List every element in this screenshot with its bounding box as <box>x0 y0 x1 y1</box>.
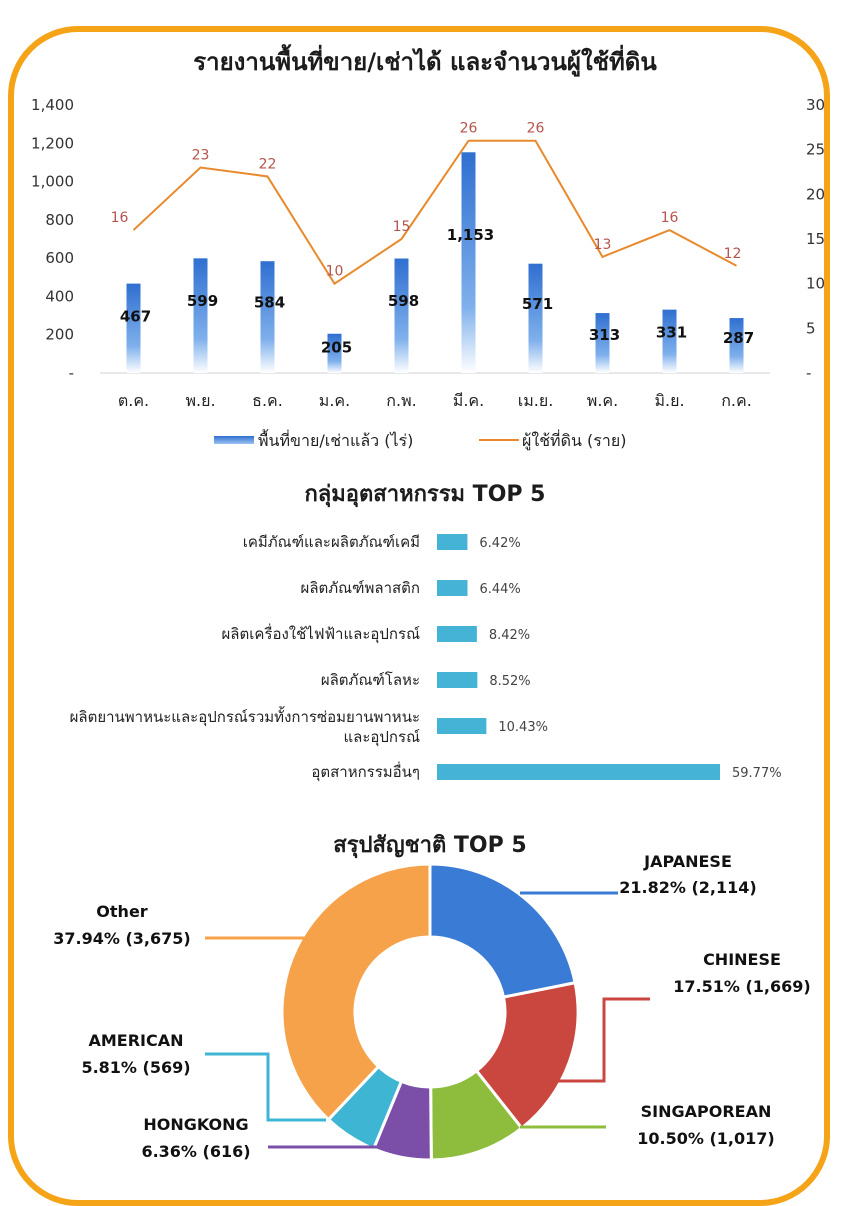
bar <box>394 258 409 373</box>
x-axis-category: ม.ค. <box>319 391 350 410</box>
industry-bar-value: 10.43% <box>498 720 548 735</box>
right-axis-tick: 20 <box>806 185 825 203</box>
industry-bar-value: 6.42% <box>479 536 520 551</box>
slice-name-label: CHINESE <box>703 950 781 969</box>
donut-slice <box>474 980 580 1131</box>
x-axis-category: เม.ย. <box>518 391 554 410</box>
bar <box>595 313 610 373</box>
x-axis-category: ก.พ. <box>386 391 416 410</box>
left-axis-tick: 600 <box>45 249 74 267</box>
slice-value-label: 37.94% (3,675) <box>53 929 190 948</box>
donut-slice <box>280 862 432 1122</box>
industry-chart-title: กลุ่มอุตสาหกรรม TOP 5 <box>304 482 546 507</box>
line-data-label: 26 <box>527 121 545 137</box>
slice-value-label: 21.82% (2,114) <box>619 878 756 897</box>
line-data-label: 13 <box>594 237 612 253</box>
industry-bar <box>437 580 468 596</box>
right-axis-tick: - <box>806 364 811 382</box>
leader-line <box>558 997 650 1083</box>
legend-bar-swatch <box>214 436 254 444</box>
right-axis-tick: 5 <box>806 319 816 337</box>
x-axis-category: ต.ค. <box>118 391 149 410</box>
line-data-label: 22 <box>259 156 277 172</box>
industry-bar <box>437 672 478 688</box>
x-axis-category: พ.ย. <box>185 391 215 410</box>
bar <box>126 283 141 373</box>
bar-data-label: 313 <box>589 326 620 344</box>
industry-category-label: ผลิตเครื่องใช้ไฟฟ้าและอุปกรณ์ <box>222 623 421 644</box>
industry-category-label: อุตสาหกรรมอื่นๆ <box>311 761 420 782</box>
industry-category-label: และอุปกรณ์ <box>343 728 420 747</box>
x-axis-category: ก.ค. <box>721 391 752 410</box>
left-axis-tick: 1,400 <box>31 96 74 114</box>
bar-data-label: 331 <box>656 324 687 342</box>
slice-value-label: 17.51% (1,669) <box>673 977 810 996</box>
right-axis-tick: 10 <box>806 275 825 293</box>
left-axis-tick: 1,000 <box>31 173 74 191</box>
slice-name-label: SINGAPOREAN <box>641 1102 772 1121</box>
industry-bar-value: 6.44% <box>479 582 520 597</box>
bar-data-label: 571 <box>522 295 553 313</box>
bar-data-label: 598 <box>388 292 419 310</box>
slice-value-label: 5.81% (569) <box>81 1058 190 1077</box>
bar-data-label: 467 <box>120 308 151 326</box>
industry-category-label: เคมีภัณฑ์และผลิตภัณฑ์เคมี <box>243 533 420 551</box>
left-axis-tick: - <box>69 364 74 382</box>
legend-line-label: ผู้ใช้ที่ดิน (ราย) <box>522 429 626 451</box>
slice-name-label: AMERICAN <box>88 1031 183 1050</box>
bar <box>461 152 476 373</box>
industry-category-label: ผลิตภัณฑ์โลหะ <box>321 671 420 689</box>
industry-category-label: ผลิตยานพาหนะและอุปกรณ์รวมทั้งการซ่อมยานพ… <box>70 706 420 727</box>
industry-bar <box>437 718 487 734</box>
bar-data-label: 205 <box>321 339 352 357</box>
line-data-label: 12 <box>724 246 742 262</box>
combo-chart-title: รายงานพื้นที่ขาย/เช่าได้ และจำนวนผู้ใช้ท… <box>193 48 657 76</box>
leader-line <box>205 1052 326 1122</box>
industry-category-label: ผลิตภัณฑ์พลาสติก <box>301 579 420 597</box>
bar <box>729 318 744 373</box>
line-data-label: 26 <box>460 121 478 137</box>
right-axis-tick: 30 <box>806 96 825 114</box>
left-axis-tick: 1,200 <box>31 134 74 152</box>
line-data-label: 16 <box>111 210 129 226</box>
bar <box>193 258 208 373</box>
left-axis-tick: 800 <box>45 211 74 229</box>
slice-value-label: 6.36% (616) <box>141 1142 250 1161</box>
legend-bar-label: พื้นที่ขาย/เช่าแล้ว (ไร่) <box>258 429 413 450</box>
bar-data-label: 287 <box>723 329 754 347</box>
nationality-chart-title: สรุปสัญชาติ TOP 5 <box>333 833 527 858</box>
donut-slice <box>428 862 577 999</box>
line-data-label: 15 <box>393 219 411 235</box>
right-axis-tick: 15 <box>806 230 825 248</box>
bar <box>260 261 275 373</box>
line-data-label: 16 <box>661 210 679 226</box>
industry-bar-value: 8.52% <box>489 674 530 689</box>
industry-bar-value: 59.77% <box>732 766 782 781</box>
slice-name-label: JAPANESE <box>643 852 732 871</box>
left-axis-tick: 200 <box>45 326 74 344</box>
line-series-path <box>132 139 737 286</box>
slice-name-label: HONGKONG <box>143 1115 248 1134</box>
bar-data-label: 599 <box>187 292 218 310</box>
slice-name-label: Other <box>96 902 147 921</box>
bar-data-label: 584 <box>254 294 285 312</box>
industry-bar <box>437 534 468 550</box>
bar <box>662 309 677 373</box>
slice-value-label: 10.50% (1,017) <box>637 1129 774 1148</box>
right-axis-tick: 25 <box>806 141 825 159</box>
x-axis-category: ธ.ค. <box>252 391 283 410</box>
x-axis-category: มิ.ย. <box>654 391 684 410</box>
x-axis-category: พ.ค. <box>587 391 618 410</box>
bar <box>528 263 543 373</box>
line-data-label: 10 <box>326 264 344 280</box>
industry-bar-value: 8.42% <box>489 628 530 643</box>
left-axis-tick: 400 <box>45 287 74 305</box>
bar <box>327 333 342 373</box>
line-data-label: 23 <box>192 148 210 164</box>
industry-bar <box>437 764 720 780</box>
bar-data-label: 1,153 <box>447 226 494 244</box>
industry-bar <box>437 626 477 642</box>
x-axis-category: มี.ค. <box>453 391 484 410</box>
